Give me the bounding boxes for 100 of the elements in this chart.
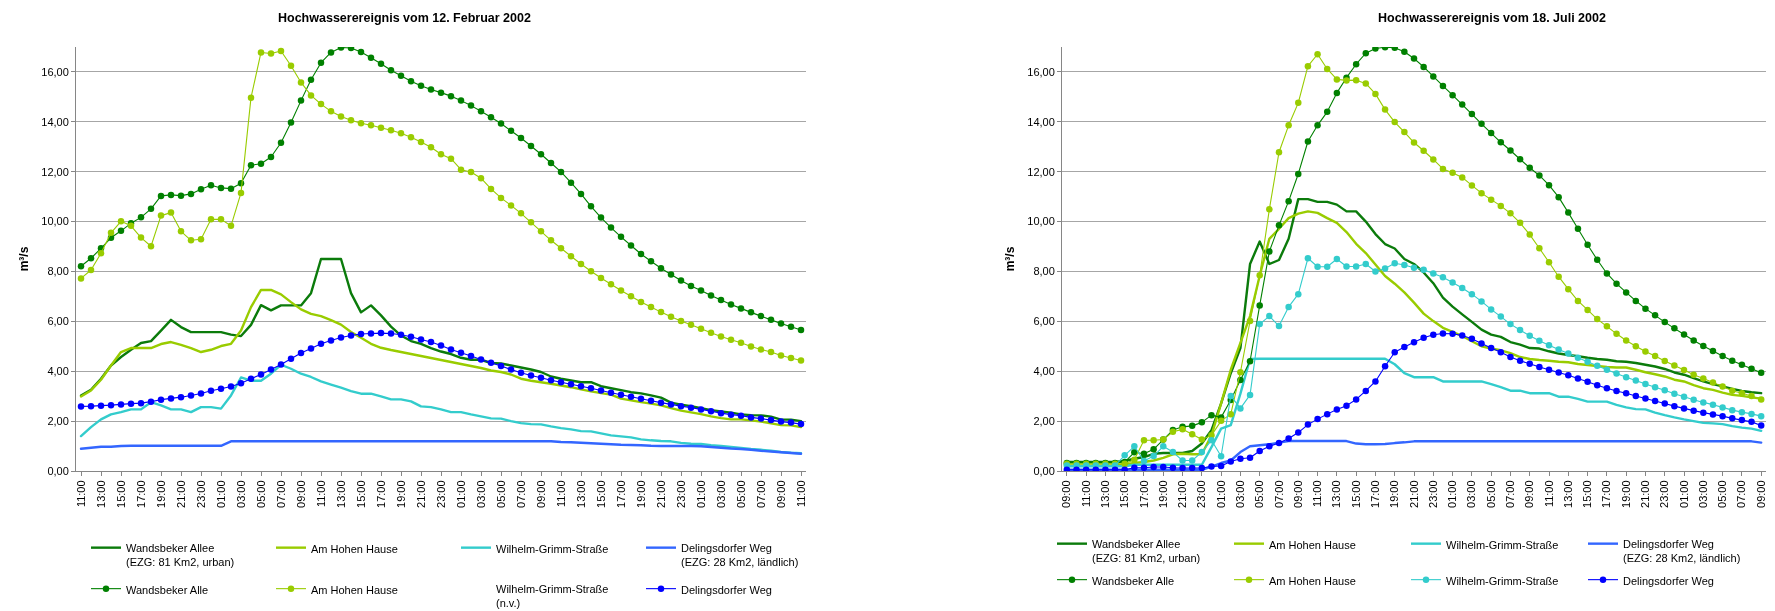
legend-label: Wilhelm-Grimm-Straße xyxy=(1446,538,1559,551)
legend-label: Delingsdorfer Weg (EZG: 28 Km2, ländlich) xyxy=(681,541,799,569)
legend-label: Am Hohen Hause xyxy=(1269,538,1356,551)
x-tick-label: 11:00 xyxy=(314,480,327,508)
x-tick-label: 05:00 xyxy=(1484,480,1497,508)
legend-label: Am Hohen Hause xyxy=(1269,574,1356,587)
y-tick-label: 14,00 xyxy=(41,115,69,128)
x-tick-label: 11:00 xyxy=(74,480,87,508)
y-tick-label: 0,00 xyxy=(47,464,69,477)
x-tick-label: 03:00 xyxy=(474,480,487,508)
y-axis-title: m³/s xyxy=(16,246,31,272)
legend-label: Wilhelm-Grimm-Straße xyxy=(1446,574,1559,587)
x-tick-label: 01:00 xyxy=(1214,480,1227,508)
x-tick-label: 05:00 xyxy=(1716,480,1729,508)
x-tick-label: 11:00 xyxy=(1079,480,1092,508)
x-tick-label: 01:00 xyxy=(1446,480,1459,508)
legend-label: Delingsdorfer Weg xyxy=(1623,574,1714,587)
y-tick-label: 6,00 xyxy=(1033,315,1055,328)
y-tick-label: 8,00 xyxy=(47,265,69,278)
x-tick-label: 11:00 xyxy=(554,480,567,508)
x-tick-label: 03:00 xyxy=(234,480,247,508)
x-tick-label: 21:00 xyxy=(1176,480,1189,508)
x-tick-label: 05:00 xyxy=(494,480,507,508)
y-tick-label: 8,00 xyxy=(1033,265,1055,278)
y-axis-title: m³/s xyxy=(1002,246,1017,272)
x-tick-label: 15:00 xyxy=(354,480,367,508)
x-tick-label: 07:00 xyxy=(1504,480,1517,508)
y-tick-label: 16,00 xyxy=(1027,65,1055,78)
line-series xyxy=(79,363,803,455)
y-tick-label: 2,00 xyxy=(1033,414,1055,427)
y-tick-label: 10,00 xyxy=(41,215,69,228)
line-series xyxy=(79,440,803,455)
legend-label: Wandsbeker Allee (EZG: 81 Km2, urban) xyxy=(1092,537,1201,565)
x-tick-label: 23:00 xyxy=(1426,480,1439,508)
x-tick-label: 19:00 xyxy=(1156,480,1169,508)
x-tick-label: 17:00 xyxy=(1368,480,1381,508)
x-tick-label: 07:00 xyxy=(754,480,767,508)
x-tick-label: 09:00 xyxy=(774,480,787,508)
x-tick-label: 21:00 xyxy=(1407,480,1420,508)
x-tick-label: 21:00 xyxy=(414,480,427,508)
x-tick-label: 13:00 xyxy=(1098,480,1111,508)
y-tick-label: 2,00 xyxy=(47,414,69,427)
x-tick-label: 03:00 xyxy=(714,480,727,508)
x-tick-label: 13:00 xyxy=(94,480,107,508)
y-tick-label: 4,00 xyxy=(47,365,69,378)
y-tick-label: 12,00 xyxy=(41,165,69,178)
x-tick-label: 01:00 xyxy=(214,480,227,508)
x-tick-label: 23:00 xyxy=(434,480,447,508)
x-tick-label: 19:00 xyxy=(1619,480,1632,508)
x-tick-label: 09:00 xyxy=(1291,480,1304,508)
y-tick-label: 12,00 xyxy=(1027,165,1055,178)
x-tick-label: 19:00 xyxy=(1388,480,1401,508)
legend-label: Wilhelm-Grimm-Straße xyxy=(496,542,609,555)
y-tick-label: 10,00 xyxy=(1027,215,1055,228)
x-tick-label: 17:00 xyxy=(1137,480,1150,508)
chart-title: Hochwasserereignis vom 18. Juli 2002 xyxy=(1378,11,1606,25)
x-tick-label: 07:00 xyxy=(1272,480,1285,508)
x-tick-label: 09:00 xyxy=(534,480,547,508)
x-tick-label: 09:00 xyxy=(1060,480,1073,508)
x-tick-label: 07:00 xyxy=(1735,480,1748,508)
x-tick-label: 05:00 xyxy=(254,480,267,508)
legend-label: Am Hohen Hause xyxy=(311,583,398,596)
x-tick-label: 15:00 xyxy=(594,480,607,508)
x-tick-label: 15:00 xyxy=(1581,480,1594,508)
x-tick-label: 17:00 xyxy=(374,480,387,508)
x-tick-label: 19:00 xyxy=(154,480,167,508)
x-tick-label: 09:00 xyxy=(1754,480,1767,508)
x-tick-label: 13:00 xyxy=(1561,480,1574,508)
legend-label: Wandsbeker Alle xyxy=(1092,574,1175,587)
x-tick-label: 03:00 xyxy=(1233,480,1246,508)
line-series xyxy=(79,288,803,429)
x-tick-label: 17:00 xyxy=(614,480,627,508)
legend-label: Am Hohen Hause xyxy=(311,542,398,555)
x-tick-label: 03:00 xyxy=(1465,480,1478,508)
x-tick-label: 19:00 xyxy=(394,480,407,508)
x-tick-label: 11:00 xyxy=(1542,480,1555,508)
x-tick-label: 01:00 xyxy=(454,480,467,508)
x-tick-label: 21:00 xyxy=(174,480,187,508)
x-tick-label: 23:00 xyxy=(194,480,207,508)
x-tick-label: 17:00 xyxy=(1600,480,1613,508)
y-tick-label: 6,00 xyxy=(47,315,69,328)
chart-title: Hochwasserereignis vom 12. Februar 2002 xyxy=(278,11,531,25)
x-tick-label: 21:00 xyxy=(1639,480,1652,508)
x-tick-label: 05:00 xyxy=(1253,480,1266,508)
x-tick-label: 13:00 xyxy=(574,480,587,508)
x-tick-label: 15:00 xyxy=(114,480,127,508)
x-tick-label: 15:00 xyxy=(1349,480,1362,508)
x-tick-label: 23:00 xyxy=(674,480,687,508)
y-tick-label: 14,00 xyxy=(1027,115,1055,128)
x-tick-label: 13:00 xyxy=(334,480,347,508)
text: Wilhelm-Grimm-Straße (n.v.) xyxy=(496,582,609,610)
legend-label: Wandsbeker Allee (EZG: 81 Km2, urban) xyxy=(126,541,235,569)
x-tick-label: 01:00 xyxy=(694,480,707,508)
x-tick-label: 17:00 xyxy=(134,480,147,508)
x-tick-label: 05:00 xyxy=(734,480,747,508)
x-tick-label: 15:00 xyxy=(1118,480,1131,508)
x-tick-label: 19:00 xyxy=(634,480,647,508)
x-tick-label: 01:00 xyxy=(1677,480,1690,508)
x-tick-label: 11:00 xyxy=(1311,480,1324,508)
x-tick-label: 03:00 xyxy=(1696,480,1709,508)
